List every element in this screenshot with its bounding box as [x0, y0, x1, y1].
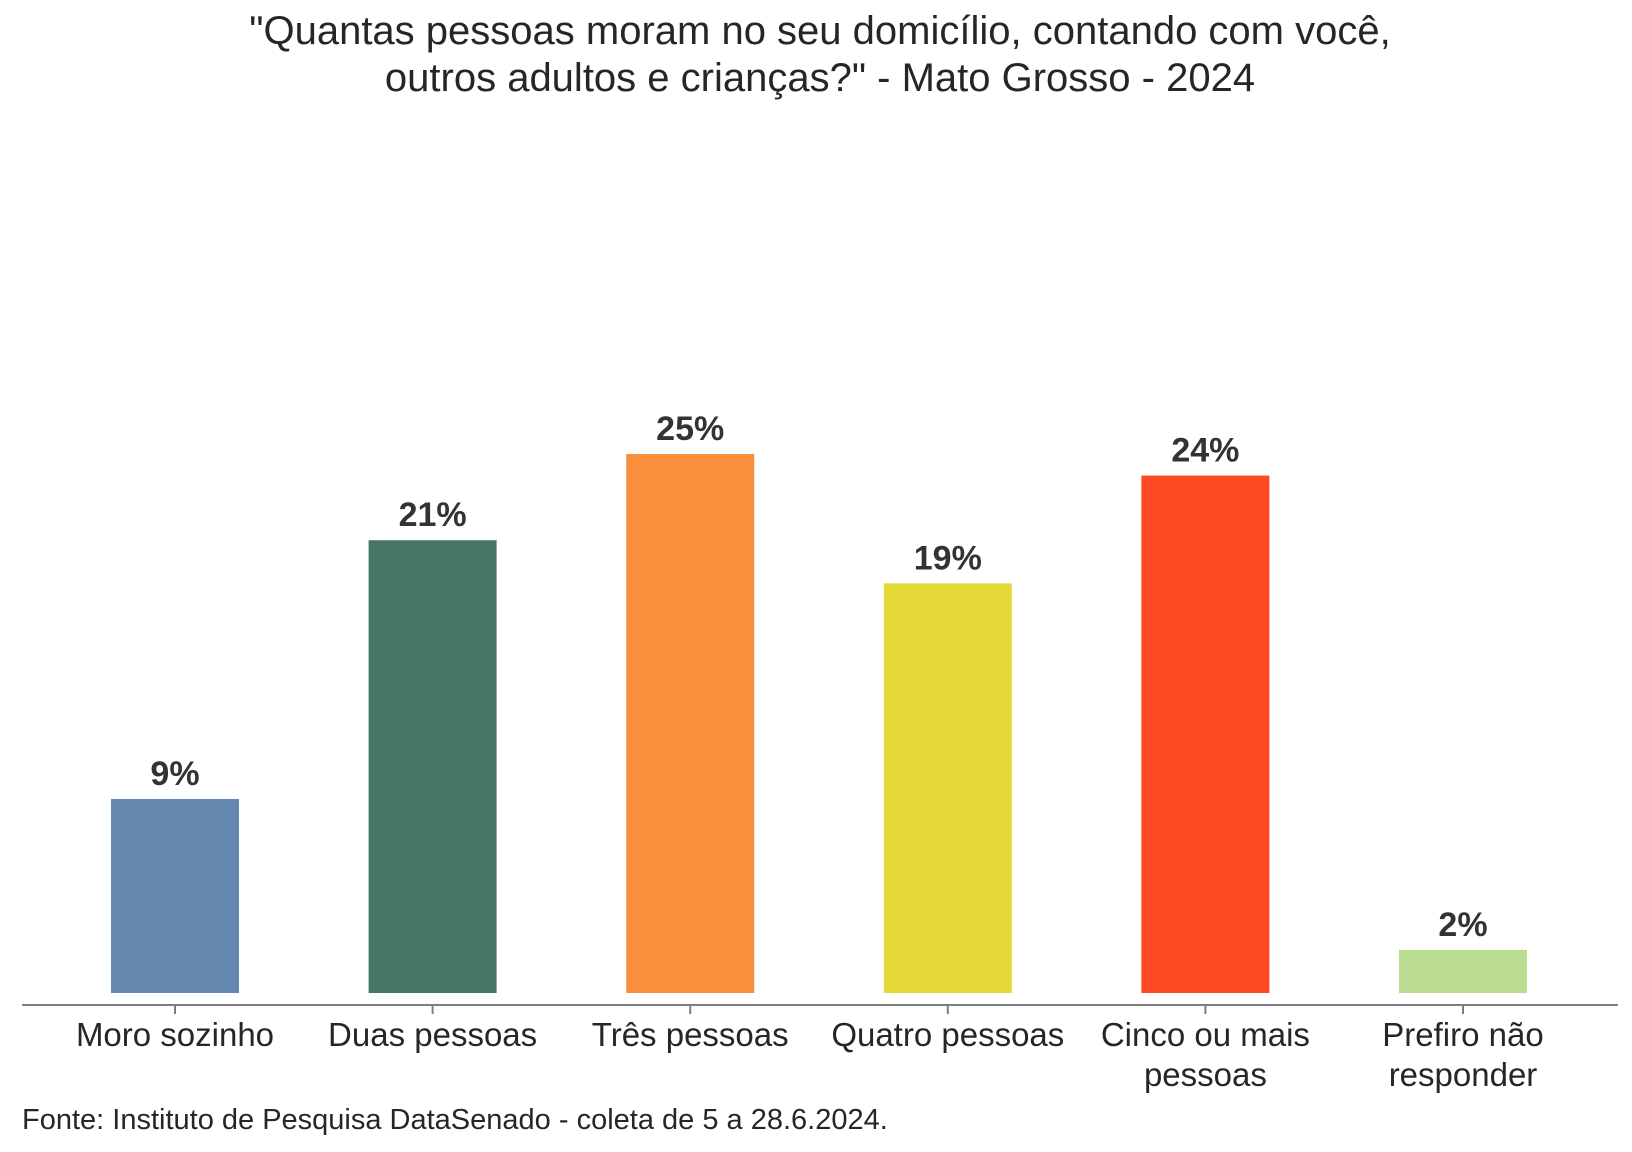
- chart-title: "Quantas pessoas moram no seu domicílio,…: [0, 8, 1632, 102]
- x-tick-label: Quatro pessoas: [831, 1016, 1064, 1053]
- x-tick-label: Prefiro não: [1382, 1016, 1543, 1053]
- data-label: 24%: [1171, 432, 1239, 470]
- data-label: 25%: [656, 410, 724, 448]
- bars-layer: 9% Moro sozinho 21% Duas pessoas 25% Três pes…: [76, 410, 1544, 1093]
- bar: [1141, 475, 1270, 993]
- x-tick-label: responder: [1389, 1056, 1538, 1093]
- data-label: 21%: [399, 496, 467, 534]
- bar: [626, 454, 755, 993]
- x-tick-label: Cinco ou mais: [1101, 1016, 1310, 1053]
- source-note: Fonte: Instituto de Pesquisa DataSenado …: [22, 1104, 888, 1136]
- bar: [111, 798, 239, 993]
- chart-title-line-2: outros adultos e crianças?" - Mato Gross…: [384, 56, 1256, 100]
- chart-title-line-1: "Quantas pessoas moram no seu domicílio,…: [249, 9, 1391, 53]
- bar: [883, 583, 1012, 993]
- x-tick-label: pessoas: [1144, 1056, 1267, 1093]
- data-label: 2%: [1438, 906, 1487, 944]
- x-tick-label: Duas pessoas: [328, 1016, 537, 1053]
- data-label: 19%: [914, 539, 982, 577]
- x-tick-label: Três pessoas: [592, 1016, 789, 1053]
- bar: [368, 540, 497, 993]
- bar: [1399, 949, 1527, 993]
- x-tick-label: Moro sozinho: [76, 1016, 274, 1053]
- data-label: 9%: [150, 755, 199, 793]
